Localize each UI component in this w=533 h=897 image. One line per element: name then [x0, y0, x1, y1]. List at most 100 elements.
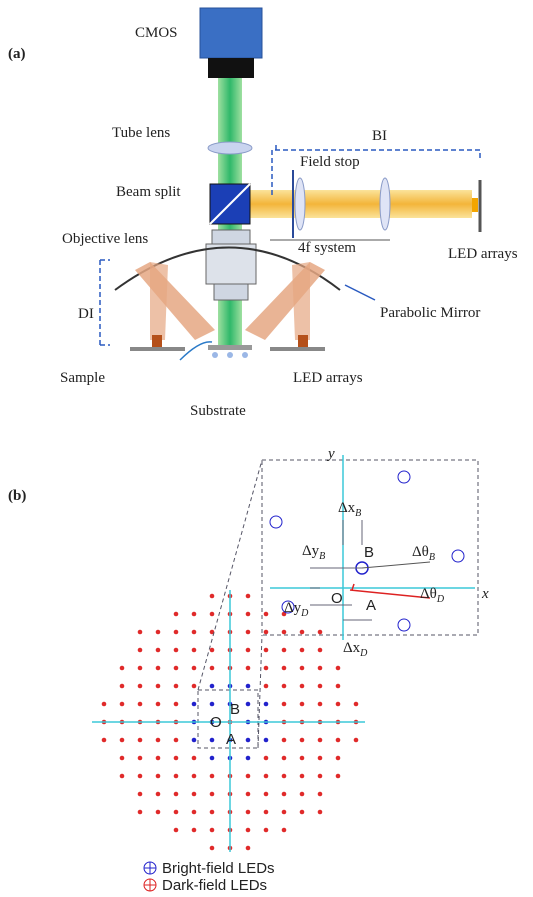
- dark-led: [264, 630, 269, 635]
- dark-led: [282, 630, 287, 635]
- bright-led: [264, 702, 269, 707]
- dark-led: [246, 612, 251, 617]
- dark-led: [174, 738, 179, 743]
- dark-led: [336, 738, 341, 743]
- dark-led: [120, 702, 125, 707]
- dark-led: [156, 774, 161, 779]
- dark-led: [210, 774, 215, 779]
- dark-led: [138, 774, 143, 779]
- label: x: [481, 586, 489, 602]
- dark-led: [300, 792, 305, 797]
- dark-led: [192, 648, 197, 653]
- label: CMOS: [135, 25, 178, 41]
- panel-label: (b): [8, 488, 26, 504]
- label: O: [331, 590, 343, 607]
- label: B: [364, 544, 374, 561]
- dark-led: [282, 828, 287, 833]
- dark-led: [156, 792, 161, 797]
- dark-led: [120, 756, 125, 761]
- dark-led: [318, 756, 323, 761]
- label: ΔyB: [302, 543, 325, 562]
- dark-led: [300, 756, 305, 761]
- label: Sample: [60, 370, 105, 386]
- dark-led: [246, 774, 251, 779]
- dark-led: [282, 738, 287, 743]
- bright-led: [264, 738, 269, 743]
- label: Tube lens: [112, 125, 170, 141]
- dark-led: [300, 702, 305, 707]
- label-sub: B: [429, 552, 435, 563]
- panel-label: (a): [8, 46, 26, 62]
- label: O: [210, 714, 222, 731]
- label: A: [366, 597, 376, 614]
- label: A: [226, 731, 236, 748]
- dark-led: [102, 738, 107, 743]
- label: ΔθD: [420, 586, 445, 605]
- label: Substrate: [190, 403, 246, 419]
- dark-led: [282, 792, 287, 797]
- label-main: Δθ: [412, 544, 429, 560]
- dark-led: [300, 810, 305, 815]
- label-sub: B: [319, 551, 325, 562]
- dark-led: [300, 648, 305, 653]
- dark-led: [192, 810, 197, 815]
- dark-led: [246, 810, 251, 815]
- bright-led: [210, 756, 215, 761]
- bright-led: [192, 702, 197, 707]
- dark-led: [138, 648, 143, 653]
- label: DI: [78, 306, 94, 322]
- dark-led: [156, 684, 161, 689]
- dark-led: [138, 738, 143, 743]
- dark-led: [264, 648, 269, 653]
- dark-led: [192, 684, 197, 689]
- dark-led: [210, 846, 215, 851]
- bright-led: [246, 702, 251, 707]
- dark-led: [192, 774, 197, 779]
- dark-led: [318, 702, 323, 707]
- dark-led: [318, 684, 323, 689]
- dark-led: [138, 792, 143, 797]
- dark-led: [246, 792, 251, 797]
- dark-led: [264, 828, 269, 833]
- dark-led: [264, 666, 269, 671]
- dark-led: [102, 702, 107, 707]
- dark-led: [210, 612, 215, 617]
- dark-led: [264, 756, 269, 761]
- label: Parabolic Mirror: [380, 305, 480, 321]
- dark-led: [120, 684, 125, 689]
- dark-led: [354, 702, 359, 707]
- dark-led: [246, 594, 251, 599]
- dark-led: [156, 702, 161, 707]
- dark-led: [264, 810, 269, 815]
- label-sub: D: [436, 594, 445, 605]
- dark-led: [210, 828, 215, 833]
- dark-led: [174, 630, 179, 635]
- dark-led: [282, 774, 287, 779]
- dark-led: [138, 630, 143, 635]
- dark-led: [210, 666, 215, 671]
- label-main: Δθ: [420, 586, 437, 602]
- dark-led: [174, 756, 179, 761]
- figure: (a)CMOSTube lensBIField stopBeam splitOb…: [0, 0, 533, 897]
- dark-led: [282, 666, 287, 671]
- dark-led: [120, 738, 125, 743]
- dark-led: [138, 684, 143, 689]
- dark-led: [318, 774, 323, 779]
- bright-led: [246, 684, 251, 689]
- label: Field stop: [300, 154, 360, 170]
- dark-led: [264, 774, 269, 779]
- dark-led: [282, 684, 287, 689]
- dark-led: [174, 702, 179, 707]
- dark-led: [192, 612, 197, 617]
- label: LED arrays: [293, 370, 363, 386]
- dark-led: [354, 738, 359, 743]
- dark-led: [318, 792, 323, 797]
- legend-entry: Bright-field LEDs: [162, 860, 275, 877]
- dark-led: [300, 774, 305, 779]
- label-sub: D: [300, 608, 309, 619]
- label: ΔyD: [284, 600, 309, 619]
- dark-led: [300, 630, 305, 635]
- dark-led: [264, 792, 269, 797]
- dark-led: [318, 648, 323, 653]
